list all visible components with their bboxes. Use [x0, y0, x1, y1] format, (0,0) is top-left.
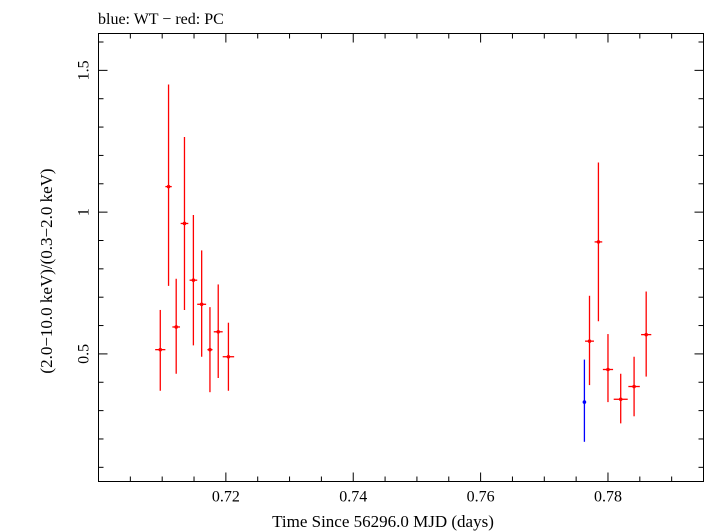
data-point	[155, 309, 166, 391]
data-point	[197, 250, 207, 357]
point-marker	[199, 302, 204, 307]
data-point	[613, 373, 628, 424]
data-point	[222, 322, 235, 391]
chart-title: blue: WT − red: PC	[98, 11, 224, 28]
data-point	[582, 359, 587, 442]
point-marker	[182, 221, 187, 226]
data-point	[641, 291, 652, 377]
point-marker	[606, 367, 610, 372]
data-point	[207, 307, 213, 393]
point-marker	[158, 347, 163, 352]
point-marker	[644, 332, 648, 337]
point-marker	[582, 400, 587, 404]
x-tick-label: 0.74	[339, 489, 367, 506]
y-tick-label: 0.5	[76, 344, 93, 364]
x-axis-label: Time Since 56296.0 MJD (days)	[272, 512, 494, 531]
point-marker	[174, 325, 178, 329]
point-marker	[191, 278, 196, 282]
point-marker	[618, 397, 623, 402]
data-points	[155, 84, 652, 442]
x-tick-label: 0.78	[594, 489, 622, 506]
data-point	[594, 162, 603, 322]
y-axis: 0.5 1 1.5	[76, 41, 704, 468]
y-tick-label: 1.5	[76, 60, 93, 80]
point-marker	[632, 384, 636, 389]
data-point	[189, 214, 198, 346]
y-axis-label: (2.0−10.0 keV)/(0.3−2.0 keV)	[37, 168, 56, 373]
plot-frame	[98, 33, 704, 482]
x-tick-label: 0.76	[467, 489, 495, 506]
data-point	[628, 356, 640, 417]
data-point	[172, 278, 181, 374]
x-axis: 0.72 0.74 0.76 0.78	[98, 33, 704, 506]
point-marker	[216, 329, 221, 334]
data-point	[602, 334, 614, 403]
point-marker	[208, 347, 212, 352]
point-marker	[166, 184, 171, 189]
point-marker	[226, 354, 231, 359]
data-point	[213, 284, 223, 379]
point-marker	[587, 339, 592, 343]
y-tick-label: 1	[76, 208, 93, 216]
data-point	[585, 295, 594, 386]
point-marker	[596, 240, 601, 244]
data-point	[165, 84, 172, 286]
x-tick-label: 0.72	[212, 489, 240, 506]
data-point	[180, 136, 189, 310]
